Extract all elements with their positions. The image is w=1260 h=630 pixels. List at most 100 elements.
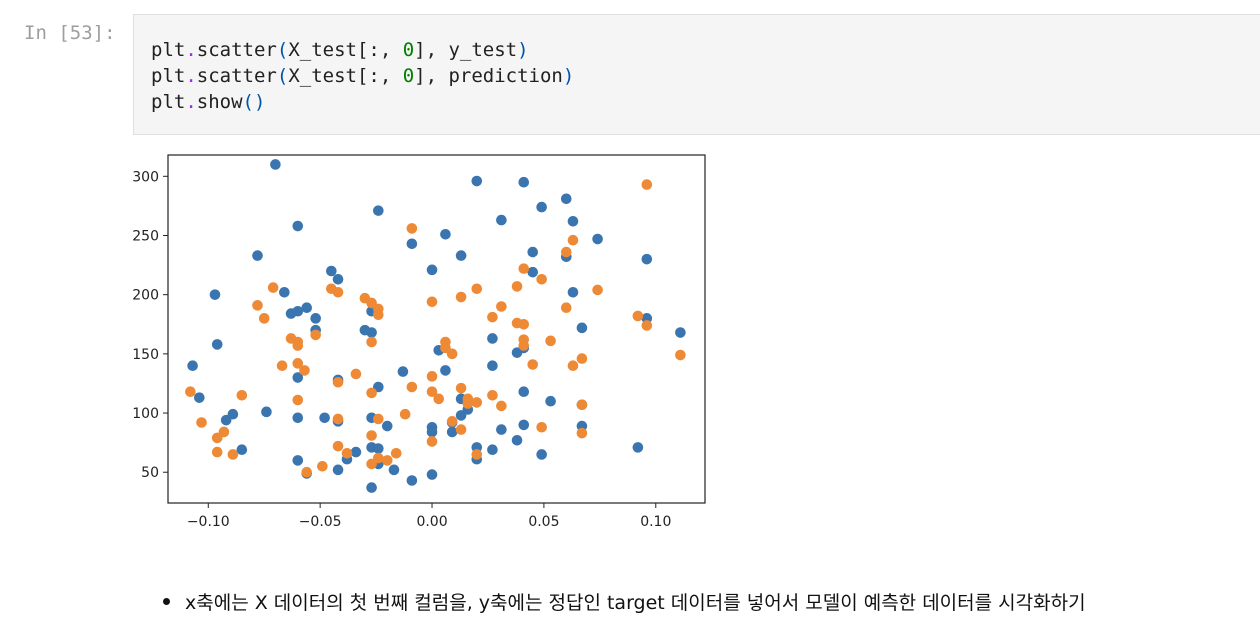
scatter-point-series-1 <box>440 229 451 240</box>
scatter-point-series-1 <box>373 205 384 216</box>
scatter-point-series-1 <box>641 253 653 265</box>
markdown-note: x축에는 X 데이터의 첫 번째 컬럼을, y축에는 정답인 target 데이… <box>163 588 1086 615</box>
scatter-point-series-2 <box>381 455 393 466</box>
scatter-point-series-2 <box>455 424 467 435</box>
code-token: scatter <box>196 65 277 87</box>
code-token: 0 <box>402 39 415 61</box>
scatter-point-series-2 <box>675 349 686 361</box>
scatter-point-series-2 <box>366 336 377 348</box>
code-token: 0 <box>402 65 415 87</box>
code-token: ], y_test <box>414 39 518 61</box>
scatter-point-series-2 <box>301 466 313 478</box>
code-token: ], prediction <box>414 65 563 87</box>
y-tick-label: 300 <box>132 169 159 185</box>
scatter-point-series-2 <box>332 413 344 425</box>
scatter-point-series-1 <box>209 289 221 300</box>
x-tick-label: 0.00 <box>416 514 447 530</box>
scatter-point-series-2 <box>292 394 304 406</box>
scatter-point-series-2 <box>211 446 223 458</box>
scatter-point-series-1 <box>366 327 377 338</box>
scatter-point-series-1 <box>426 264 438 276</box>
scatter-point-series-2 <box>252 300 263 311</box>
scatter-point-series-2 <box>317 461 328 472</box>
scatter-point-series-1 <box>496 424 507 435</box>
scatter-point-series-1 <box>576 322 588 334</box>
code-line: plt.scatter(X_test[:, 0], y_test) <box>151 37 574 63</box>
scatter-point-series-1 <box>388 464 400 476</box>
scatter-point-series-2 <box>567 234 579 246</box>
scatter-point-series-1 <box>518 176 530 188</box>
scatter-point-series-2 <box>332 287 344 298</box>
scatter-point-series-1 <box>560 193 572 205</box>
scatter-point-series-1 <box>471 175 483 187</box>
note-text: x축에는 X 데이터의 첫 번째 컬럼을, y축에는 정답인 target 데이… <box>185 592 1086 614</box>
scatter-point-series-1 <box>211 339 223 350</box>
scatter-point-series-1 <box>332 273 344 285</box>
scatter-point-series-1 <box>455 250 467 261</box>
scatter-point-series-2 <box>446 348 458 360</box>
scatter-point-series-1 <box>301 302 313 313</box>
scatter-point-series-1 <box>426 469 438 480</box>
scatter-point-series-1 <box>270 159 281 170</box>
scatter-point-series-1 <box>350 446 362 458</box>
plot-axes-frame <box>167 154 706 504</box>
scatter-point-series-2 <box>426 386 438 398</box>
scatter-point-series-2 <box>545 335 556 347</box>
scatter-point-series-1 <box>332 464 344 476</box>
scatter-point-series-1 <box>487 360 498 371</box>
scatter-point-series-1 <box>381 420 393 432</box>
code-editor[interactable]: plt.scatter(X_test[:, 0], y_test) plt.sca… <box>151 37 574 115</box>
scatter-point-series-1 <box>675 327 686 338</box>
scatter-point-series-1 <box>292 455 304 466</box>
scatter-point-series-2 <box>332 376 344 388</box>
scatter-point-series-2 <box>373 309 384 321</box>
scatter-point-series-2 <box>567 360 579 371</box>
code-token: . <box>185 65 197 87</box>
scatter-point-series-1 <box>632 442 644 453</box>
code-token: ( <box>276 65 289 87</box>
scatter-point-series-2 <box>426 296 438 308</box>
scatter-point-series-1 <box>319 412 330 424</box>
x-tick-label: −0.10 <box>187 514 230 530</box>
scatter-point-series-1 <box>567 215 579 227</box>
scatter-point-series-1 <box>373 443 384 454</box>
x-tick-label: 0.05 <box>528 514 559 530</box>
scatter-point-series-1 <box>366 482 377 493</box>
scatter-point-series-2 <box>267 282 279 293</box>
scatter-point-series-1 <box>536 201 547 213</box>
scatter-point-series-1 <box>261 406 272 418</box>
scatter-point-series-2 <box>366 387 377 399</box>
scatter-point-series-2 <box>641 179 653 190</box>
code-token: show <box>196 91 243 113</box>
scatter-point-series-1 <box>187 360 198 371</box>
scatter-point-series-1 <box>406 475 418 486</box>
scatter-point-series-2 <box>299 365 310 376</box>
scatter-point-series-1 <box>496 214 507 226</box>
y-tick-label: 250 <box>132 228 159 244</box>
scatter-point-series-2 <box>276 360 288 371</box>
scatter-point-series-1 <box>426 426 438 438</box>
scatter-point-series-1 <box>279 287 290 298</box>
scatter-point-series-2 <box>576 427 588 439</box>
scatter-point-series-2 <box>399 408 411 420</box>
scatter-point-series-2 <box>592 284 603 296</box>
scatter-point-series-1 <box>227 408 239 420</box>
code-token: ) <box>562 65 575 87</box>
code-token: . <box>185 39 197 61</box>
scatter-point-series-1 <box>527 266 539 278</box>
scatter-point-series-2 <box>227 449 239 460</box>
code-cell-input[interactable]: plt.scatter(X_test[:, 0], y_test) plt.sca… <box>133 14 1260 135</box>
scatter-point-series-2 <box>373 413 384 425</box>
scatter-point-series-2 <box>471 449 483 460</box>
scatter-point-series-2 <box>518 340 530 351</box>
scatter-point-series-2 <box>536 273 547 285</box>
scatter-point-series-1 <box>292 305 304 317</box>
code-token: X_test[:, <box>288 39 403 61</box>
scatter-point-series-2 <box>196 417 207 428</box>
scatter-point-series-1 <box>292 372 304 383</box>
scatter-point-series-2 <box>487 311 498 323</box>
scatter-point-series-1 <box>518 419 530 431</box>
scatter-point-series-2 <box>471 283 483 295</box>
scatter-point-series-1 <box>440 365 451 376</box>
scatter-point-series-2 <box>292 336 304 348</box>
